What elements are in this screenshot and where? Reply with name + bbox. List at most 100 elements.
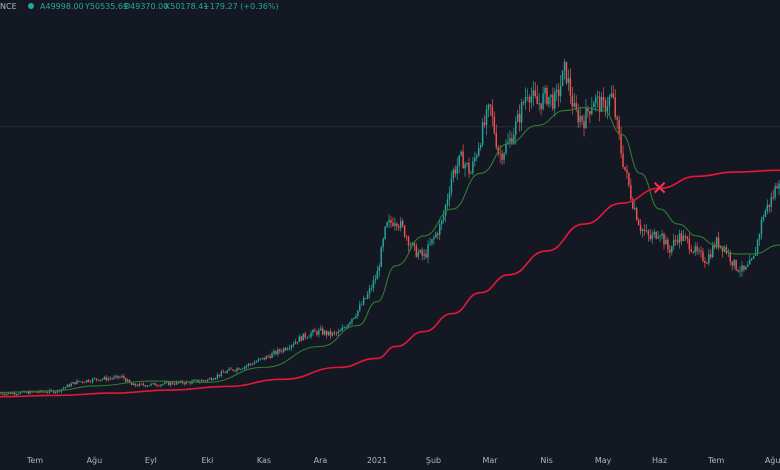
candle-body xyxy=(548,97,550,105)
candle-body xyxy=(454,169,457,174)
candle-body xyxy=(9,392,12,395)
candle-body xyxy=(758,234,761,240)
candle-body xyxy=(501,153,503,160)
candle-body xyxy=(557,89,560,97)
candle-body xyxy=(733,259,735,266)
candle-body xyxy=(721,246,724,252)
candle-body xyxy=(277,349,279,355)
candle-body xyxy=(472,161,474,174)
candle-body xyxy=(6,393,8,395)
candle-body xyxy=(380,247,382,267)
candle-body xyxy=(177,382,180,383)
candle-body xyxy=(624,166,626,170)
candle-body xyxy=(764,210,767,217)
candle-body xyxy=(281,351,283,353)
candle-body xyxy=(123,376,125,379)
candle-body xyxy=(47,392,49,394)
candle-body xyxy=(524,97,527,103)
candle-body xyxy=(630,185,632,200)
candle-body xyxy=(528,97,531,103)
candle-body xyxy=(302,333,304,341)
candle-body xyxy=(286,348,289,350)
candle-body xyxy=(87,380,90,382)
candle-body xyxy=(620,134,622,154)
candle-body xyxy=(610,93,613,97)
candle-body xyxy=(312,330,314,333)
candle-body xyxy=(353,317,355,319)
candle-body xyxy=(269,356,271,358)
candle-body xyxy=(452,169,455,179)
candle-body xyxy=(13,392,16,395)
candle-body xyxy=(641,229,644,232)
candle-body xyxy=(265,356,267,360)
candle-body xyxy=(394,223,396,226)
candle-body xyxy=(688,238,691,250)
candle-body xyxy=(240,368,242,370)
candle-body xyxy=(694,246,696,253)
candle-body xyxy=(27,391,30,394)
candle-body xyxy=(731,261,733,266)
candle-body xyxy=(134,383,137,386)
ohlc-open: A49998.00 xyxy=(40,2,84,11)
candle-body xyxy=(503,153,505,160)
candle-body xyxy=(749,259,751,265)
candle-body xyxy=(374,279,377,281)
candle-body xyxy=(390,219,392,223)
candle-body xyxy=(544,87,546,94)
candle-body xyxy=(567,78,570,83)
short-moving-average-line xyxy=(0,107,780,394)
candle-body xyxy=(164,382,166,384)
candle-body xyxy=(121,376,123,378)
candle-body xyxy=(637,219,640,226)
candle-body xyxy=(89,381,92,383)
candle-body xyxy=(540,103,542,109)
candle-body xyxy=(778,183,780,189)
candle-body xyxy=(511,138,513,144)
candle-body xyxy=(355,316,357,318)
candle-body xyxy=(220,371,223,376)
candle-body xyxy=(565,61,568,83)
candle-body xyxy=(715,237,718,248)
candle-body xyxy=(485,109,488,126)
candle-body xyxy=(581,116,583,121)
long-moving-average-line xyxy=(0,169,780,398)
candle-body xyxy=(296,341,299,343)
candle-body xyxy=(407,236,410,246)
candle-body xyxy=(526,97,529,98)
candle-body xyxy=(218,374,221,376)
candle-body xyxy=(596,96,599,98)
candle-body xyxy=(554,91,556,109)
candle-body xyxy=(774,186,776,198)
exchange-name: NCE xyxy=(0,2,17,11)
candle-body xyxy=(195,379,197,381)
candle-body xyxy=(4,394,6,396)
candle-body xyxy=(684,235,687,237)
candle-body xyxy=(411,242,414,245)
candle-body xyxy=(29,391,31,394)
candle-body xyxy=(735,259,737,270)
candle-body xyxy=(493,116,496,133)
candle-body xyxy=(304,333,306,338)
ohlc-low: D49370.00 xyxy=(124,2,168,11)
moving-average-layer xyxy=(0,107,780,398)
candle-body xyxy=(226,370,228,373)
candle-body xyxy=(616,117,618,120)
candle-body xyxy=(298,336,301,343)
candle-body xyxy=(719,246,722,248)
candle-body xyxy=(579,116,581,123)
candle-body xyxy=(489,104,492,107)
candle-body xyxy=(78,380,80,382)
candle-body xyxy=(144,385,147,387)
candle-body xyxy=(546,87,548,105)
candle-body xyxy=(216,374,219,378)
candle-body xyxy=(403,225,406,237)
live-status-dot xyxy=(28,3,34,9)
candle-body xyxy=(552,94,554,109)
candle-body xyxy=(193,380,195,382)
candle-body xyxy=(150,383,152,386)
candle-body xyxy=(600,96,603,112)
candle-body xyxy=(333,332,336,334)
candle-body xyxy=(770,197,772,207)
candle-body xyxy=(275,351,277,355)
